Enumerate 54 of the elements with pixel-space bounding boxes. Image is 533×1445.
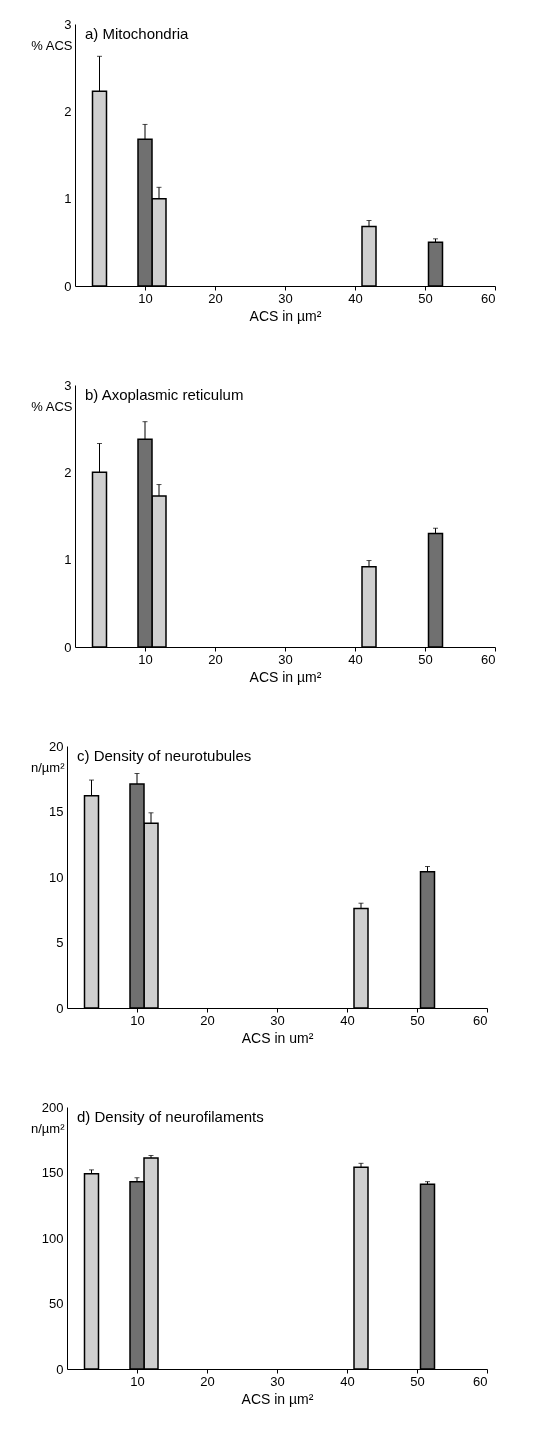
x-tick-label: 30 (270, 1012, 285, 1028)
x-tick-label: 60 (473, 1373, 488, 1389)
y-axis-title: n/µm² (31, 759, 66, 775)
x-tick-label: 10 (138, 651, 153, 667)
y-tick-label: 0 (56, 1000, 64, 1016)
x-tick-label: 10 (138, 290, 153, 306)
y-axis-title: % ACS (31, 37, 73, 53)
x-tick-label: 50 (418, 290, 433, 306)
x-tick-label: 60 (473, 1012, 488, 1028)
y-tick-label: 5 (56, 935, 64, 950)
x-tick-label: 20 (200, 1012, 215, 1028)
chart-title: c) Density of neurotubules (77, 747, 252, 764)
y-axis-title: % ACS (31, 398, 73, 414)
y-tick-label: 0 (64, 278, 72, 294)
y-tick-label: 2 (64, 103, 72, 119)
x-tick-label: 40 (348, 651, 363, 667)
y-tick-label: 50 (49, 1296, 64, 1311)
chart-title: b) Axoplasmic reticulum (85, 386, 244, 403)
y-tick-label: 150 (41, 1165, 64, 1180)
x-tick-label: 50 (410, 1373, 425, 1389)
chart-title: a) Mitochondria (85, 25, 190, 42)
x-tick-label: 60 (481, 290, 496, 306)
y-tick-label: 2 (64, 464, 72, 480)
x-tick-label: 30 (270, 1373, 285, 1389)
y-tick-label: 1 (64, 191, 72, 207)
x-axis-title: ACS in µm² (249, 307, 322, 324)
x-tick-label: 60 (481, 651, 496, 667)
x-tick-label: 10 (130, 1373, 145, 1389)
y-tick-label: 10 (49, 869, 64, 885)
y-tick-label: 100 (41, 1230, 64, 1246)
x-axis-title: ACS in µm² (241, 1390, 314, 1407)
x-tick-label: 40 (340, 1373, 355, 1389)
y-tick-label: 1 (64, 552, 72, 568)
y-tick-label: 20 (49, 738, 64, 754)
chart-title: d) Density of neurofilaments (77, 1108, 264, 1125)
y-axis-title: n/µm² (31, 1120, 66, 1136)
x-tick-label: 10 (130, 1012, 145, 1028)
x-tick-label: 30 (278, 651, 293, 667)
x-tick-label: 50 (410, 1012, 425, 1028)
y-tick-label: 200 (41, 1099, 64, 1115)
x-tick-label: 40 (348, 290, 363, 306)
y-tick-label: 3 (64, 377, 72, 393)
y-tick-label: 3 (64, 16, 72, 32)
x-tick-label: 40 (340, 1012, 355, 1028)
x-axis-title: ACS in um² (241, 1029, 314, 1046)
x-tick-label: 20 (208, 651, 223, 667)
y-tick-label: 0 (56, 1361, 64, 1377)
y-tick-label: 15 (49, 804, 64, 819)
x-tick-label: 20 (200, 1373, 215, 1389)
x-tick-label: 20 (208, 290, 223, 306)
y-tick-label: 0 (64, 639, 72, 655)
x-axis-title: ACS in µm² (249, 668, 322, 685)
x-tick-label: 50 (418, 651, 433, 667)
x-tick-label: 30 (278, 290, 293, 306)
